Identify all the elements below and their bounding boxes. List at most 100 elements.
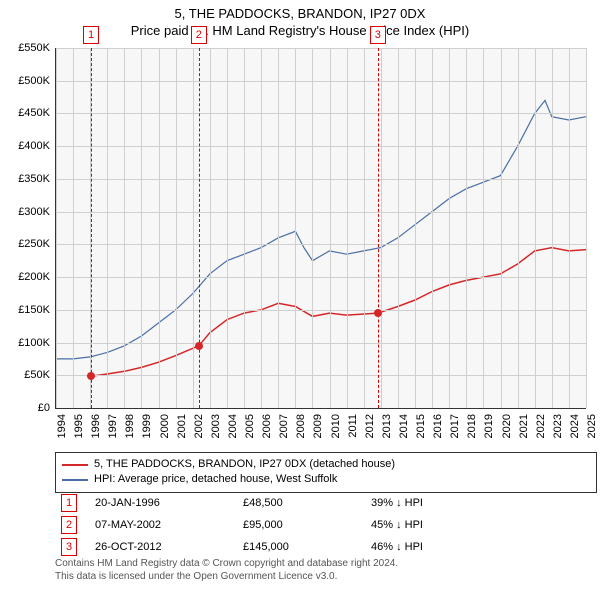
x-tick-label: 2015 bbox=[415, 414, 427, 438]
gridline-h bbox=[56, 375, 586, 376]
x-tick-label: 2018 bbox=[466, 414, 478, 438]
x-tick-label: 2024 bbox=[569, 414, 581, 438]
y-tick-label: £400K bbox=[18, 140, 50, 152]
x-tick-label: 2012 bbox=[364, 414, 376, 438]
gridline-v bbox=[107, 48, 108, 408]
gridline-v bbox=[381, 48, 382, 408]
legend-box: 5, THE PADDOCKS, BRANDON, IP27 0DX (deta… bbox=[55, 452, 597, 493]
x-tick-label: 2010 bbox=[330, 414, 342, 438]
y-tick-label: £150K bbox=[18, 304, 50, 316]
gridline-v bbox=[364, 48, 365, 408]
plot-area: £0£50K£100K£150K£200K£250K£300K£350K£400… bbox=[55, 48, 586, 409]
sales-row: 120-JAN-1996£48,50039% ↓ HPI bbox=[55, 492, 583, 514]
sales-row-badge: 3 bbox=[61, 538, 77, 556]
gridline-v bbox=[569, 48, 570, 408]
series-svg bbox=[56, 48, 586, 408]
legend-swatch-property bbox=[62, 464, 88, 466]
sales-row-price: £145,000 bbox=[243, 541, 353, 553]
sale-marker-point bbox=[87, 372, 95, 380]
y-tick-label: £300K bbox=[18, 206, 50, 218]
x-tick-label: 1995 bbox=[73, 414, 85, 438]
gridline-v bbox=[312, 48, 313, 408]
legend-swatch-hpi bbox=[62, 479, 88, 481]
series-line-hpi bbox=[56, 100, 586, 359]
gridline-v bbox=[244, 48, 245, 408]
x-tick-label: 2021 bbox=[518, 414, 530, 438]
x-tick-label: 2002 bbox=[193, 414, 205, 438]
x-tick-label: 1999 bbox=[141, 414, 153, 438]
x-tick-label: 1998 bbox=[124, 414, 136, 438]
gridline-v bbox=[432, 48, 433, 408]
x-tick-label: 2000 bbox=[159, 414, 171, 438]
legend-label-property: 5, THE PADDOCKS, BRANDON, IP27 0DX (deta… bbox=[94, 457, 395, 472]
y-tick-label: £100K bbox=[18, 337, 50, 349]
x-tick-label: 2016 bbox=[432, 414, 444, 438]
gridline-v bbox=[159, 48, 160, 408]
gridline-v bbox=[535, 48, 536, 408]
sales-row-diff: 45% ↓ HPI bbox=[371, 519, 491, 531]
x-tick-label: 1994 bbox=[56, 414, 68, 438]
gridline-h bbox=[56, 179, 586, 180]
gridline-v bbox=[73, 48, 74, 408]
gridline-v bbox=[518, 48, 519, 408]
gridline-v bbox=[141, 48, 142, 408]
y-tick-label: £50K bbox=[24, 369, 50, 381]
attribution-block: Contains HM Land Registry data © Crown c… bbox=[55, 558, 583, 583]
gridline-h bbox=[56, 48, 586, 49]
x-tick-label: 2017 bbox=[449, 414, 461, 438]
y-tick-label: £350K bbox=[18, 173, 50, 185]
gridline-v bbox=[466, 48, 467, 408]
gridline-h bbox=[56, 277, 586, 278]
y-tick-label: £550K bbox=[18, 42, 50, 54]
y-tick-label: £250K bbox=[18, 238, 50, 250]
sale-marker-badge: 3 bbox=[370, 26, 386, 44]
x-tick-label: 1996 bbox=[90, 414, 102, 438]
sales-row-date: 07-MAY-2002 bbox=[95, 519, 225, 531]
x-tick-label: 2007 bbox=[278, 414, 290, 438]
gridline-v bbox=[56, 48, 57, 408]
legend-label-hpi: HPI: Average price, detached house, West… bbox=[94, 472, 337, 487]
sale-marker-badge: 2 bbox=[191, 26, 207, 44]
gridline-h bbox=[56, 113, 586, 114]
gridline-v bbox=[586, 48, 587, 408]
y-tick-label: £0 bbox=[38, 402, 50, 414]
gridline-v bbox=[552, 48, 553, 408]
x-tick-label: 2009 bbox=[312, 414, 324, 438]
gridline-v bbox=[261, 48, 262, 408]
gridline-h bbox=[56, 244, 586, 245]
x-tick-label: 2023 bbox=[552, 414, 564, 438]
legend-row-hpi: HPI: Average price, detached house, West… bbox=[62, 472, 590, 487]
gridline-v bbox=[483, 48, 484, 408]
sales-row-date: 26-OCT-2012 bbox=[95, 541, 225, 553]
sales-row-badge: 1 bbox=[61, 494, 77, 512]
sale-marker-point bbox=[195, 342, 203, 350]
x-tick-label: 2014 bbox=[398, 414, 410, 438]
x-tick-label: 2001 bbox=[176, 414, 188, 438]
x-tick-label: 2006 bbox=[261, 414, 273, 438]
y-tick-label: £450K bbox=[18, 107, 50, 119]
attribution-line1: Contains HM Land Registry data © Crown c… bbox=[55, 558, 583, 571]
x-tick-label: 2019 bbox=[483, 414, 495, 438]
series-line-property bbox=[91, 248, 586, 377]
legend-row-property: 5, THE PADDOCKS, BRANDON, IP27 0DX (deta… bbox=[62, 457, 590, 472]
chart-container: 5, THE PADDOCKS, BRANDON, IP27 0DX Price… bbox=[0, 0, 600, 590]
sales-table: 120-JAN-1996£48,50039% ↓ HPI207-MAY-2002… bbox=[55, 492, 583, 558]
gridline-h bbox=[56, 343, 586, 344]
gridline-v bbox=[124, 48, 125, 408]
gridline-v bbox=[501, 48, 502, 408]
gridline-v bbox=[415, 48, 416, 408]
sale-marker-line bbox=[199, 48, 200, 408]
gridline-v bbox=[347, 48, 348, 408]
gridline-v bbox=[227, 48, 228, 408]
sales-row: 3 26-OCT-2012 £145,000 46% ↓ HPI bbox=[55, 536, 583, 558]
gridline-v bbox=[295, 48, 296, 408]
gridline-v bbox=[398, 48, 399, 408]
sales-row-diff: 46% ↓ HPI bbox=[371, 541, 491, 553]
x-tick-label: 2025 bbox=[586, 414, 598, 438]
gridline-h bbox=[56, 81, 586, 82]
x-tick-label: 2022 bbox=[535, 414, 547, 438]
gridline-h bbox=[56, 212, 586, 213]
gridline-h bbox=[56, 146, 586, 147]
sales-row-price: £48,500 bbox=[243, 497, 353, 509]
x-tick-label: 2004 bbox=[227, 414, 239, 438]
